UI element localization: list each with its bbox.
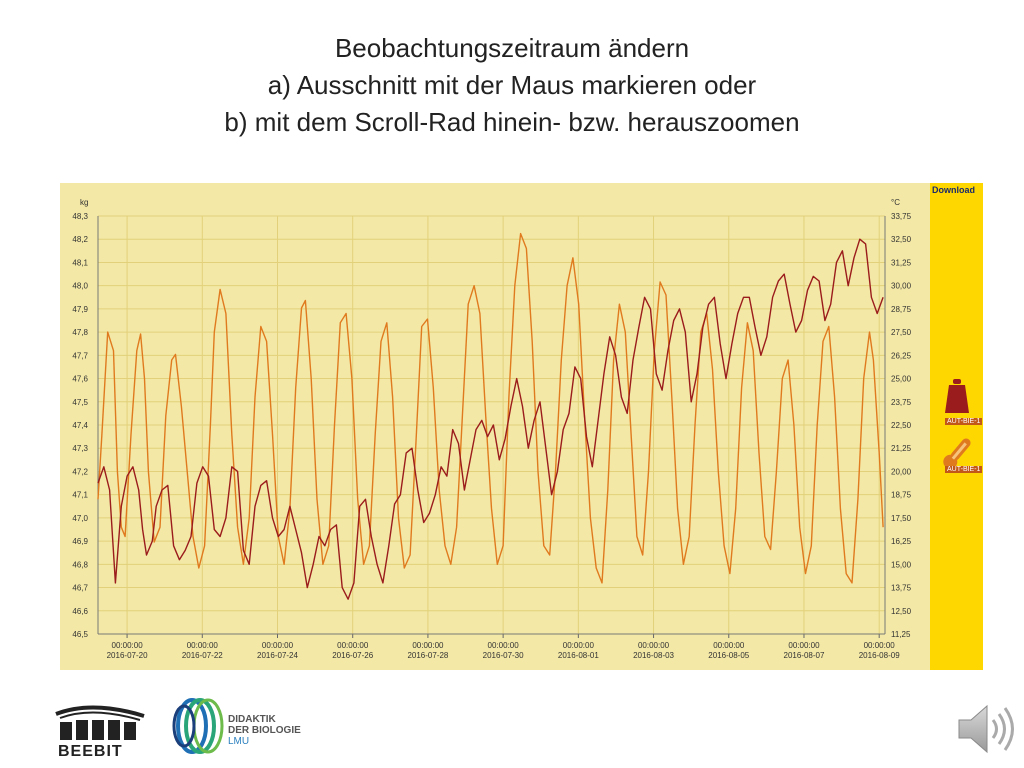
y-tick-label-left: 47,7 bbox=[72, 351, 88, 360]
y-tick-label-left: 47,5 bbox=[72, 398, 88, 407]
side-panel: Download AUT-BIE-1 AUT-BIE-1 bbox=[930, 183, 983, 670]
didaktik-line-2: DER BIOLOGIE bbox=[228, 725, 301, 736]
x-tick-date: 2016-07-24 bbox=[257, 651, 298, 660]
y-tick-label-left: 47,0 bbox=[72, 514, 88, 523]
y-tick-label-left: 48,0 bbox=[72, 282, 88, 291]
didaktik-line-1: DIDAKTIK bbox=[228, 714, 276, 725]
temperature-series-line bbox=[97, 232, 884, 584]
weight-series-line bbox=[97, 238, 884, 600]
x-tick-time: 00:00:00 bbox=[713, 641, 745, 650]
y-tick-label-left: 47,8 bbox=[72, 328, 88, 337]
speaker-icon[interactable] bbox=[955, 700, 1017, 758]
beebit-wordmark: BEEBIT bbox=[58, 743, 123, 758]
y-tick-label-right: 15,00 bbox=[891, 560, 912, 569]
y-tick-label-right: 32,50 bbox=[891, 235, 912, 244]
weight-icon[interactable] bbox=[944, 379, 970, 423]
x-tick-date: 2016-08-05 bbox=[708, 651, 749, 660]
x-tick-time: 00:00:00 bbox=[788, 641, 820, 650]
y-tick-label-right: 31,25 bbox=[891, 258, 912, 267]
y-tick-label-right: 12,50 bbox=[891, 607, 912, 616]
x-tick-time: 00:00:00 bbox=[563, 641, 595, 650]
y-tick-label-left: 48,3 bbox=[72, 212, 88, 221]
y-tick-label-left: 48,1 bbox=[72, 258, 88, 267]
x-tick-time: 00:00:00 bbox=[638, 641, 670, 650]
x-tick-time: 00:00:00 bbox=[337, 641, 369, 650]
thermometer-icon[interactable] bbox=[936, 433, 978, 473]
y-tick-label-right: 30,00 bbox=[891, 282, 912, 291]
x-tick-date: 2016-07-20 bbox=[107, 651, 148, 660]
y-tick-label-right: 13,75 bbox=[891, 584, 912, 593]
y-tick-label-left: 47,1 bbox=[72, 491, 88, 500]
y-tick-label-left: 46,6 bbox=[72, 607, 88, 616]
right-axis-unit: °C bbox=[891, 198, 900, 207]
y-tick-label-right: 17,50 bbox=[891, 514, 912, 523]
x-tick-date: 2016-08-09 bbox=[859, 651, 900, 660]
y-tick-label-right: 33,75 bbox=[891, 212, 912, 221]
chart-area[interactable]: 48,3 33,75 48,2 32,50 48,1 31,25 48,0 30,00 47,9… bbox=[60, 183, 930, 670]
y-tick-label-right: 21,25 bbox=[891, 444, 912, 453]
y-tick-label-right: 27,50 bbox=[891, 328, 912, 337]
x-tick-date: 2016-08-07 bbox=[784, 651, 825, 660]
title-line-1: Beobachtungszeitraum ändern bbox=[334, 33, 690, 63]
y-tick-label-left: 47,9 bbox=[72, 305, 88, 314]
x-tick-date: 2016-08-01 bbox=[558, 651, 599, 660]
y-tick-label-left: 47,2 bbox=[72, 467, 88, 476]
y-tick-label-right: 20,00 bbox=[891, 467, 912, 476]
title-line-3: b) mit dem Scroll-Rad hinein- bzw. herau… bbox=[224, 107, 800, 137]
y-tick-label-left: 47,4 bbox=[72, 421, 88, 430]
beebit-logo: BEEBIT bbox=[52, 696, 152, 760]
legend-label-temperature: AUT-BIE-1 bbox=[945, 466, 983, 473]
y-tick-label-left: 47,3 bbox=[72, 444, 88, 453]
x-tick-time: 00:00:00 bbox=[262, 641, 294, 650]
x-tick-time: 00:00:00 bbox=[112, 641, 144, 650]
y-tick-label-left: 48,2 bbox=[72, 235, 88, 244]
legend-label-weight: AUT-BIE-1 bbox=[945, 418, 983, 425]
x-tick-time: 00:00:00 bbox=[488, 641, 520, 650]
y-tick-label-right: 11,25 bbox=[891, 630, 911, 639]
x-tick-date: 2016-08-03 bbox=[633, 651, 674, 660]
x-tick-time: 00:00:00 bbox=[187, 641, 219, 650]
y-tick-label-right: 18,75 bbox=[891, 491, 912, 500]
y-tick-label-left: 46,8 bbox=[72, 560, 88, 569]
y-tick-label-right: 28,75 bbox=[891, 305, 912, 314]
y-tick-label-left: 46,7 bbox=[72, 584, 88, 593]
download-link[interactable]: Download bbox=[932, 185, 975, 195]
y-tick-label-right: 22,50 bbox=[891, 421, 912, 430]
slide-title: Beobachtungszeitraum ändern a) Ausschnit… bbox=[0, 30, 1024, 141]
x-tick-date: 2016-07-28 bbox=[407, 651, 448, 660]
x-tick-time: 00:00:00 bbox=[412, 641, 444, 650]
x-tick-date: 2016-07-30 bbox=[483, 651, 524, 660]
x-tick-time: 00:00:00 bbox=[864, 641, 896, 650]
x-tick-date: 2016-07-26 bbox=[332, 651, 373, 660]
line-chart[interactable]: 48,3 33,75 48,2 32,50 48,1 31,25 48,0 30,00 47,9… bbox=[60, 183, 930, 670]
y-tick-label-right: 25,00 bbox=[891, 375, 912, 384]
left-axis-unit: kg bbox=[80, 198, 88, 207]
title-line-2: a) Ausschnitt mit der Maus markieren ode… bbox=[267, 70, 757, 100]
y-tick-label-left: 46,9 bbox=[72, 537, 88, 546]
x-tick-date: 2016-07-22 bbox=[182, 651, 223, 660]
y-tick-label-left: 46,5 bbox=[72, 630, 88, 639]
y-tick-label-right: 23,75 bbox=[891, 398, 912, 407]
didaktik-line-3: LMU bbox=[228, 736, 250, 747]
didaktik-logo: DIDAKTIK DER BIOLOGIE LMU bbox=[170, 690, 320, 760]
y-tick-label-left: 47,6 bbox=[72, 375, 88, 384]
y-tick-label-right: 26,25 bbox=[891, 351, 912, 360]
y-tick-label-right: 16,25 bbox=[891, 537, 912, 546]
